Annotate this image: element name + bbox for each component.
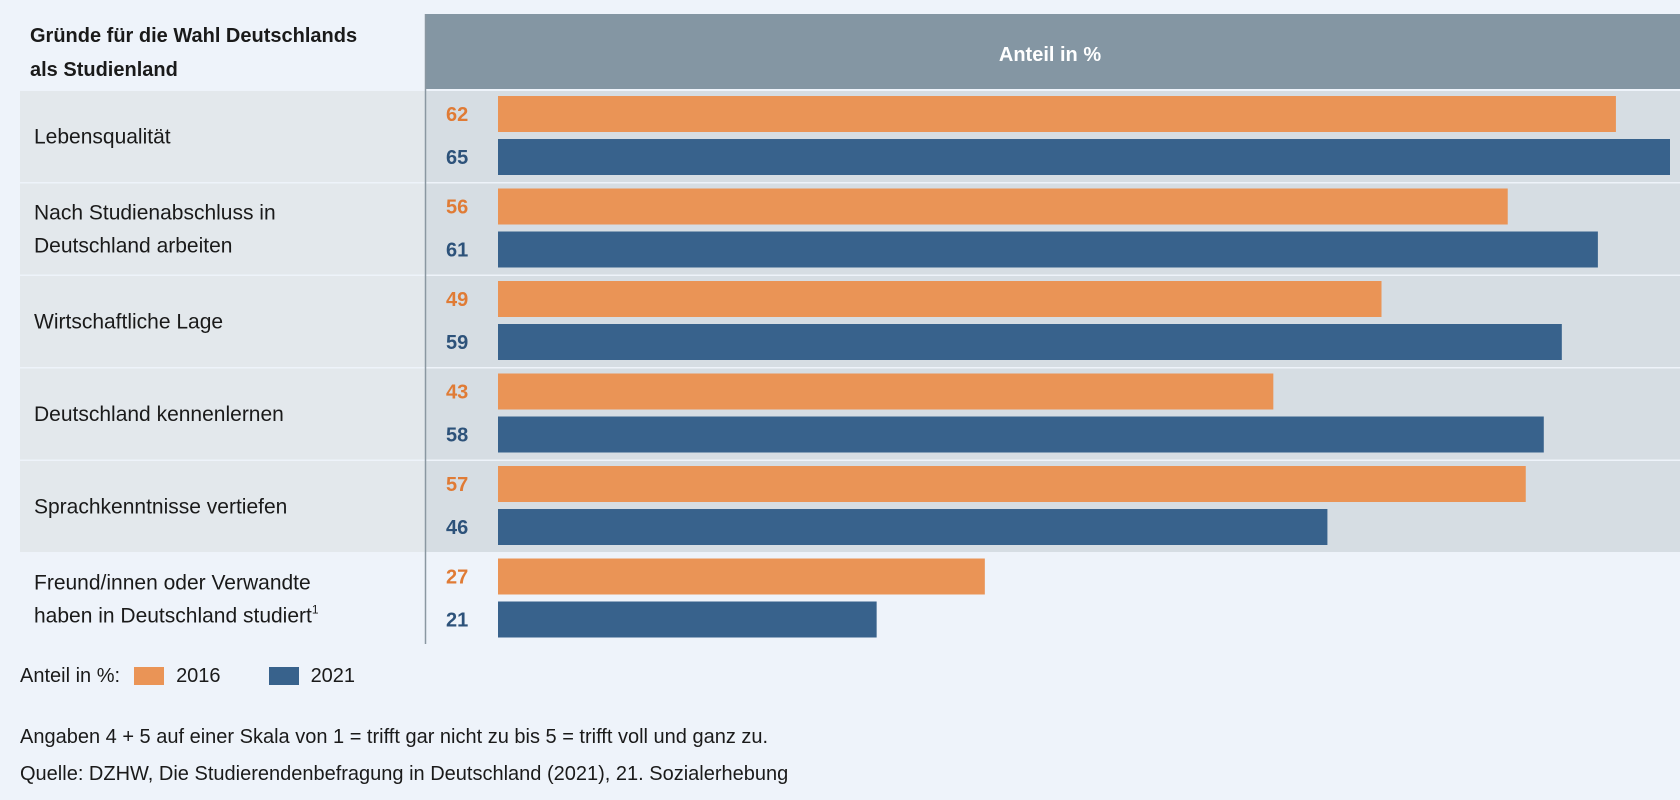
table-header: Gründe für die Wahl Deutschlands als Stu…	[30, 14, 1680, 89]
bar-2021	[498, 601, 877, 638]
value-label-2016: 56	[446, 197, 468, 219]
category-label: Nach Studienabschluss in	[34, 202, 276, 225]
category-label: Sprachkenntnisse vertiefen	[34, 496, 287, 519]
value-label-2021: 21	[446, 610, 468, 632]
category-labels: Lebensqualität 62 65 Nach Studienabschluss …	[34, 104, 468, 632]
source-note: Quelle: DZHW, Die Studierendenbefragung …	[20, 763, 789, 785]
value-label-2016: 49	[446, 289, 468, 311]
category-label: Freund/innen oder Verwandte	[34, 572, 311, 595]
row-background-left	[20, 276, 426, 367]
legend-label-2016: 2016	[176, 664, 221, 687]
value-label-2016: 43	[446, 382, 468, 404]
bar-2016	[498, 558, 985, 595]
legend-swatch-2016	[134, 667, 165, 685]
legend-entry-2016: 2016	[120, 665, 221, 688]
row-background-left	[20, 183, 426, 275]
category-label: haben in Deutschland studiert1	[34, 603, 319, 628]
footnote-marker: 1	[312, 603, 319, 617]
bar-2021	[498, 139, 1670, 175]
legend: Anteil in %: 2016 2021	[20, 662, 389, 690]
category-label: Wirtschaftliche Lage	[34, 311, 223, 334]
bar-2021	[498, 416, 1544, 453]
value-label-2021: 61	[446, 240, 468, 262]
header-right-background	[426, 14, 1680, 89]
value-label-2021: 58	[446, 425, 468, 447]
legend-swatch-2021	[268, 667, 299, 685]
legend-entry-2021: 2021	[255, 664, 356, 688]
value-label-2016: 27	[446, 567, 468, 589]
category-label: Deutschland kennenlernen	[34, 403, 284, 426]
bar-2016	[498, 373, 1274, 410]
bar-2021	[498, 231, 1598, 268]
value-label-2016: 57	[446, 474, 468, 496]
bar-2016	[498, 281, 1382, 317]
bars	[498, 96, 1670, 638]
row-background-left	[20, 368, 426, 460]
legend-prefix: Anteil in %:	[20, 664, 121, 687]
header-left-title-line2: als Studienland	[30, 59, 178, 81]
header-right-title: Anteil in %	[999, 44, 1101, 66]
value-label-2016: 62	[446, 104, 468, 126]
bar-chart: Gründe für die Wahl Deutschlands als Stu…	[20, 14, 1680, 644]
value-label-2021: 46	[446, 517, 468, 539]
bar-2016	[498, 466, 1526, 502]
scale-note: Angaben 4 + 5 auf einer Skala von 1 = tr…	[20, 726, 769, 748]
legend-label-2021: 2021	[310, 664, 356, 687]
bar-2016	[498, 188, 1508, 225]
value-label-2021: 65	[446, 147, 468, 169]
category-label: Deutschland arbeiten	[34, 235, 232, 258]
bar-2016	[498, 96, 1616, 132]
bar-2021	[498, 509, 1328, 545]
header-left-title: Gründe für die Wahl Deutschlands	[30, 25, 357, 47]
value-label-2021: 59	[446, 332, 468, 354]
row-background-left	[20, 461, 426, 552]
row-background-left	[20, 91, 426, 182]
category-label: Lebensqualität	[34, 126, 171, 149]
bar-2021	[498, 324, 1562, 360]
